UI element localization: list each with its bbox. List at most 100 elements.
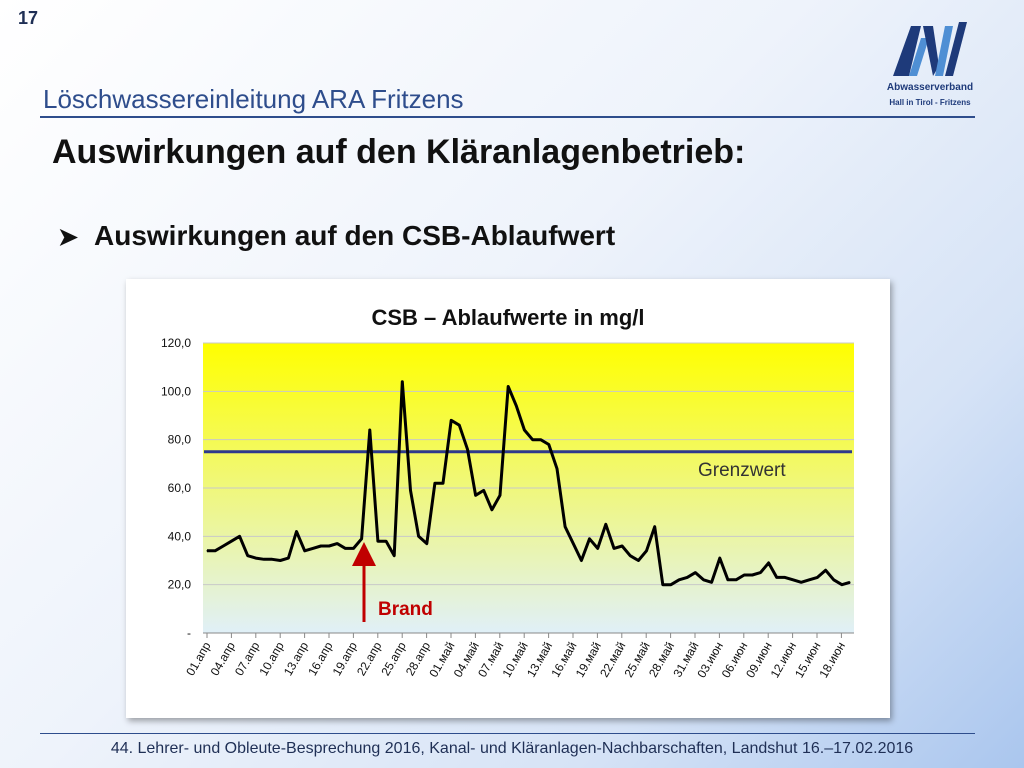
data-point (654, 526, 656, 528)
chart-container: -20,0 40,0 60,0 80,0 100,0 120,0 01.апр 04.апр 0… (126, 279, 890, 718)
y-tick-label: 80,0 (168, 433, 192, 447)
top-divider (40, 116, 975, 118)
data-point (450, 419, 452, 421)
data-point (629, 555, 631, 557)
slide-title: Auswirkungen auf den Kläranlagenbetrieb: (52, 133, 746, 171)
bottom-divider (40, 733, 975, 734)
data-point (238, 535, 241, 537)
data-point (328, 545, 330, 547)
data-point (426, 542, 428, 545)
data-point (466, 448, 469, 450)
data-point (662, 584, 664, 586)
data-point (588, 538, 591, 540)
data-point (645, 550, 648, 552)
data-point (287, 557, 289, 559)
data-point (686, 576, 688, 579)
data-point (613, 547, 615, 550)
data-point (621, 545, 623, 547)
data-point (523, 429, 526, 431)
data-point (719, 557, 721, 559)
logo-name: Abwasserverband (886, 82, 974, 93)
data-point (751, 574, 753, 576)
awv-logo-icon (893, 22, 967, 76)
data-point (694, 571, 696, 574)
data-point (784, 576, 786, 579)
data-point (230, 540, 233, 542)
data-point (393, 555, 395, 557)
data-point (320, 545, 322, 547)
arrow-bullet-icon: ➤ (58, 224, 79, 251)
y-tick-label: - (187, 626, 191, 640)
series-line (207, 380, 851, 587)
data-point (344, 547, 346, 550)
data-point (304, 550, 306, 552)
data-point (597, 547, 599, 550)
data-point (312, 547, 314, 550)
data-point (759, 571, 762, 574)
data-point (483, 489, 485, 492)
abwasserverband-logo: Abwasserverband Hall in Tirol - Fritzens (885, 18, 975, 113)
data-point (247, 555, 249, 557)
data-point (507, 385, 509, 388)
data-point (548, 443, 550, 446)
data-point (637, 559, 639, 562)
data-point (564, 526, 566, 528)
data-point (702, 579, 705, 581)
data-point (271, 558, 273, 560)
data-point (458, 424, 460, 426)
data-point (727, 579, 729, 581)
data-point (556, 468, 558, 470)
data-point (352, 547, 355, 550)
data-point (768, 562, 770, 564)
y-tick-label: 60,0 (168, 481, 192, 495)
data-point (540, 439, 542, 441)
data-point (572, 542, 574, 545)
data-point (279, 559, 281, 562)
data-point (580, 559, 583, 562)
chart-title: CSB – Ablaufwerte in mg/l (371, 305, 645, 330)
data-point (434, 482, 436, 484)
data-point (605, 523, 607, 525)
data-point (442, 482, 444, 484)
slide-subtitle: Löschwassereinleitung ARA Fritzens (43, 84, 464, 114)
data-point (849, 581, 851, 583)
slide-number: 17 (18, 8, 39, 28)
data-point (735, 579, 737, 581)
data-point (531, 439, 534, 441)
data-point (295, 530, 298, 533)
data-point (499, 494, 501, 496)
y-tick-label: 120,0 (161, 336, 191, 350)
logo-subtitle: Hall in Tirol - Fritzens (889, 98, 971, 107)
data-point (800, 581, 802, 583)
data-point (841, 584, 843, 586)
data-point (816, 576, 819, 579)
data-point (401, 381, 403, 383)
data-point (369, 429, 371, 431)
data-point (206, 550, 208, 552)
data-point (336, 542, 338, 545)
data-point (214, 550, 216, 552)
data-point (361, 538, 363, 540)
csb-chart: -20,040,060,080,0100,0120,001.апр04.апр0… (161, 336, 854, 680)
y-tick-label: 40,0 (168, 529, 192, 543)
y-tick-label: 20,0 (168, 578, 192, 592)
data-point (515, 405, 517, 407)
data-point (833, 579, 835, 581)
data-point (418, 535, 420, 537)
data-point (255, 557, 257, 559)
bullet-text: Auswirkungen auf den CSB-Ablaufwert (94, 220, 616, 251)
bullet-item: ➤ Auswirkungen auf den CSB-Ablaufwert (58, 220, 615, 252)
data-point (491, 509, 493, 511)
data-point (377, 540, 379, 542)
data-point (385, 540, 387, 542)
data-point (824, 569, 827, 571)
data-point (670, 584, 672, 586)
data-point (711, 581, 713, 583)
data-point (222, 545, 224, 547)
data-point (808, 579, 810, 581)
annotation-label: Brand (378, 599, 433, 620)
data-point (776, 576, 778, 579)
data-point (792, 579, 794, 581)
data-point (678, 579, 680, 581)
y-tick-label: 100,0 (161, 384, 191, 398)
